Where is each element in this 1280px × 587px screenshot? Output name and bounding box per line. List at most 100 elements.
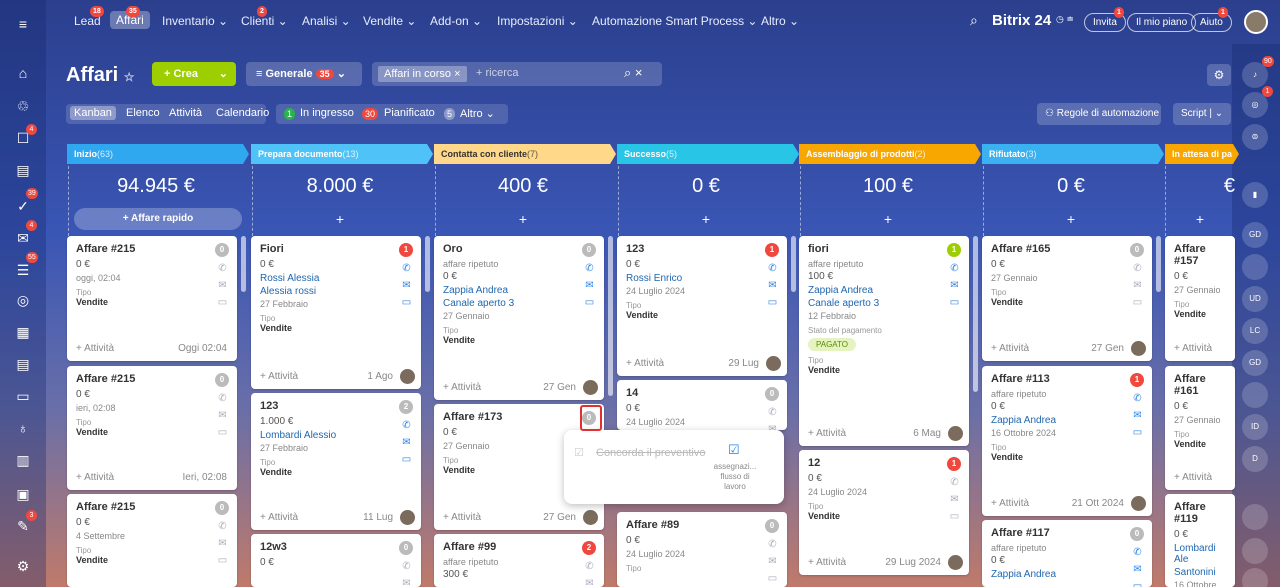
card-title[interactable]: Affare #161 bbox=[1174, 373, 1206, 397]
home-icon[interactable]: ⌂ bbox=[18, 65, 28, 81]
column-header[interactable]: Prepara documento(13) bbox=[251, 144, 433, 164]
card-title[interactable]: 14 bbox=[626, 387, 639, 399]
comment-icon[interactable]: ▭ bbox=[767, 573, 778, 584]
card-contact-link[interactable]: Zappia Andrea bbox=[991, 415, 1057, 426]
comment-icon[interactable]: ▭ bbox=[401, 297, 412, 308]
contacts-icon[interactable]: ♁ bbox=[17, 420, 29, 436]
card-title[interactable]: Fiori bbox=[260, 243, 284, 255]
comment-icon[interactable]: ▭ bbox=[401, 454, 412, 465]
add-activity-button[interactable]: + Attività bbox=[260, 512, 299, 523]
card-contact-link[interactable]: Zappia Andrea bbox=[808, 285, 874, 296]
automation-rules-button[interactable]: ⚇ Regole di automazione bbox=[1037, 103, 1161, 125]
comment-icon[interactable]: ▭ bbox=[217, 297, 228, 308]
mail-icon[interactable]: ✉ bbox=[402, 578, 411, 587]
column-header[interactable]: Assemblaggio di prodotti(2) bbox=[799, 144, 981, 164]
add-activity-button[interactable]: + Attività bbox=[260, 371, 299, 382]
drive-icon[interactable]: ▭ bbox=[16, 388, 30, 404]
avatar[interactable]: D bbox=[1242, 446, 1268, 472]
menu-icon[interactable]: ≡ bbox=[18, 16, 28, 32]
column-scrollbar[interactable] bbox=[973, 236, 978, 392]
counter-badge[interactable]: 5 bbox=[444, 108, 456, 120]
card-title[interactable]: 12w3 bbox=[260, 541, 287, 553]
phone-icon[interactable]: ✆ bbox=[218, 393, 227, 404]
nav-item-6[interactable]: Add-on ⌄ bbox=[430, 14, 483, 28]
add-activity-button[interactable]: + Attività bbox=[1174, 472, 1213, 483]
deal-card[interactable]: Affare #157 0 € 27 Gennaio Tipo Vendite + Att… bbox=[1165, 236, 1235, 361]
nav-item-7[interactable]: Impostazioni ⌄ bbox=[497, 14, 578, 28]
add-activity-button[interactable]: + Attività bbox=[808, 557, 847, 568]
mail-icon[interactable]: ✉ bbox=[585, 280, 594, 291]
deal-card[interactable]: Affare #161 0 € 27 Gennaio Tipo Vendite + Att… bbox=[1165, 366, 1235, 490]
bell-activity-icon[interactable]: ♲ bbox=[16, 98, 30, 114]
add-activity-button[interactable]: + Attività bbox=[76, 472, 115, 483]
deal-card[interactable]: Affare #165 0 0 € 27 Gennaio Tipo Vendite ✆ ✉ ▭ +… bbox=[982, 236, 1152, 361]
sign-icon[interactable]: ✎ bbox=[17, 518, 29, 534]
avatar[interactable]: GD bbox=[1242, 222, 1268, 248]
comment-icon[interactable]: ▭ bbox=[1132, 297, 1143, 308]
responsible-avatar[interactable] bbox=[583, 510, 598, 525]
settings-gear-icon[interactable]: ⚙ bbox=[1207, 64, 1231, 86]
counter-badge[interactable]: 1 bbox=[284, 108, 296, 120]
avatar[interactable] bbox=[1242, 254, 1268, 280]
workflow-icon[interactable]: ☑ bbox=[728, 442, 740, 457]
add-deal-button[interactable]: + bbox=[701, 211, 711, 227]
nav-item-2[interactable]: Inventario ⌄ bbox=[162, 14, 229, 28]
comment-icon[interactable]: ▭ bbox=[949, 511, 960, 522]
deal-card[interactable]: Fiori 1 0 € Rossi Alessia Alessia rossi 27 Fe… bbox=[251, 236, 421, 389]
card-contact-link[interactable]: Lombardi Ale bbox=[1174, 543, 1216, 565]
card-contact-link[interactable]: Alessia rossi bbox=[260, 286, 317, 297]
chart-icon[interactable] bbox=[1242, 568, 1268, 587]
phone-icon[interactable]: ✆ bbox=[950, 477, 959, 488]
comment-icon[interactable]: ▭ bbox=[217, 555, 228, 566]
card-contact-link[interactable]: Zappia Andrea bbox=[443, 285, 509, 296]
card-contact-link[interactable]: Canale aperto 3 bbox=[808, 298, 880, 309]
deal-card[interactable]: fiori 1 affare ripetuto 100 € Zappia Andrea C… bbox=[799, 236, 969, 446]
tasks-icon[interactable]: ✓ bbox=[17, 198, 29, 214]
add-activity-button[interactable]: + Attività bbox=[76, 343, 115, 354]
script-button[interactable]: Script | ⌄ bbox=[1173, 103, 1231, 125]
phone-icon[interactable]: ✆ bbox=[402, 263, 411, 274]
view-tab-calendario[interactable]: Calendario bbox=[216, 107, 270, 119]
mail-icon[interactable]: ✉ bbox=[17, 230, 29, 246]
phone-icon[interactable]: ✆ bbox=[402, 561, 411, 572]
phone-icon[interactable]: ✆ bbox=[585, 561, 594, 572]
view-tab-elenco[interactable]: Elenco bbox=[126, 107, 160, 119]
deal-card[interactable]: Affare #113 1 affare ripetuto 0 € Zappia And… bbox=[982, 366, 1152, 516]
phone-icon[interactable]: ✆ bbox=[1133, 393, 1142, 404]
column-header[interactable]: Inizio(63) bbox=[67, 144, 249, 164]
card-title[interactable]: Affare #165 bbox=[991, 243, 1051, 255]
plan-button[interactable]: Il mio piano bbox=[1127, 13, 1197, 32]
notifications-icon[interactable]: ♪ bbox=[1242, 62, 1268, 88]
card-title[interactable]: Affare #89 bbox=[626, 519, 680, 531]
pulse-icon[interactable]: ◎ bbox=[1242, 92, 1268, 118]
create-button[interactable]: + Crea ⌄ bbox=[152, 62, 236, 86]
user-avatar[interactable] bbox=[1244, 10, 1268, 34]
card-contact-link[interactable]: Lombardi Alessio bbox=[260, 430, 337, 441]
add-deal-button[interactable]: + bbox=[1066, 211, 1076, 227]
phone-icon[interactable]: ✆ bbox=[1133, 263, 1142, 274]
nav-item-1[interactable]: Affari bbox=[110, 11, 150, 29]
responsible-avatar[interactable] bbox=[583, 380, 598, 395]
add-deal-button[interactable]: + bbox=[335, 211, 345, 227]
nav-item-5[interactable]: Vendite ⌄ bbox=[363, 14, 417, 28]
deal-card[interactable]: Affare #117 0 affare ripetuto 0 € Zappia And… bbox=[982, 520, 1152, 587]
avatar[interactable] bbox=[1242, 382, 1268, 408]
column-scrollbar[interactable] bbox=[425, 236, 430, 292]
add-activity-button[interactable]: + Attività bbox=[1174, 343, 1213, 354]
card-title[interactable]: Affare #215 bbox=[76, 501, 136, 513]
deal-card[interactable]: 12 1 0 € 24 Luglio 2024 Tipo Vendite ✆ ✉ ▭ + Atti… bbox=[799, 450, 969, 575]
column-scrollbar[interactable] bbox=[608, 236, 613, 396]
nav-item-3[interactable]: Clienti ⌄ bbox=[241, 14, 288, 28]
responsible-avatar[interactable] bbox=[948, 426, 963, 441]
card-title[interactable]: fiori bbox=[808, 243, 829, 255]
mail-icon[interactable]: ✉ bbox=[1133, 410, 1142, 421]
nav-item-8[interactable]: Automazione Smart Process ⌄ bbox=[592, 14, 758, 28]
card-title[interactable]: Affare #113 bbox=[991, 373, 1050, 385]
task-icon[interactable] bbox=[1242, 538, 1268, 564]
card-title[interactable]: Affare #119 bbox=[1174, 501, 1206, 525]
user-avatar[interactable] bbox=[1242, 504, 1268, 530]
add-deal-button[interactable]: + bbox=[883, 211, 893, 227]
add-deal-button[interactable]: + bbox=[518, 211, 528, 227]
add-activity-button[interactable]: + Attività bbox=[626, 358, 665, 369]
